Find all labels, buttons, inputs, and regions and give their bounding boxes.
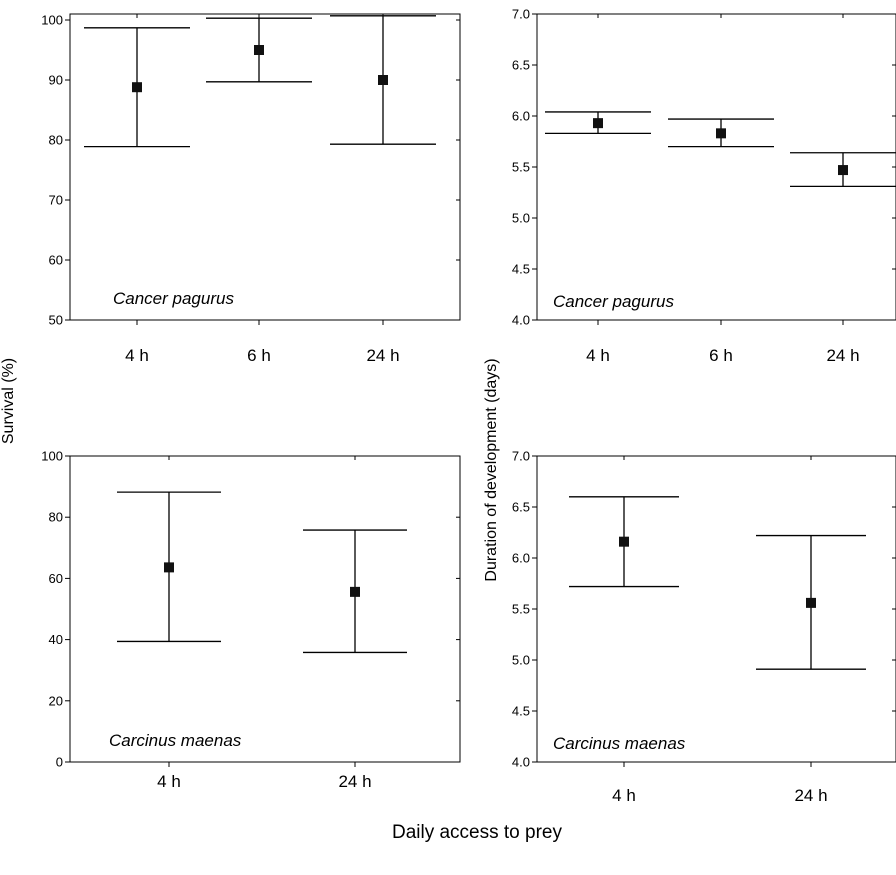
panel-4-species-label: Carcinus maenas	[553, 734, 686, 753]
panel-1-xtick-label: 4 h	[125, 346, 149, 365]
panel-2-ytick-label: 7.0	[512, 7, 530, 22]
panel-4-ytick-label: 7.0	[512, 449, 530, 464]
panel-2-ytick-label: 4.0	[512, 313, 530, 328]
panel-1-ytick-label: 100	[41, 13, 63, 28]
panel-2-ytick-label: 5.5	[512, 160, 530, 175]
panel-1-frame	[69, 13, 461, 321]
panel-4-ytick-label: 6.0	[512, 551, 530, 566]
panel-3-xtick-label: 4 h	[157, 772, 181, 791]
panel-4-ytick-label: 4.5	[512, 704, 530, 719]
panel-4-mean-point	[806, 597, 816, 608]
panel-2-ytick-label: 6.0	[512, 109, 530, 124]
panel-2-ytick-label: 4.5	[512, 262, 530, 277]
panel-4-ytick-label: 5.5	[512, 602, 530, 617]
panel-3-ytick-label: 80	[49, 510, 63, 525]
y-axis-label-survival: Survival (%)	[0, 358, 17, 444]
panel-2-species-label: Cancer pagurus	[553, 292, 674, 311]
panel-1-xtick-label: 24 h	[366, 346, 399, 365]
panel-2-xtick-label: 4 h	[586, 346, 610, 365]
panel-3-ytick-label: 20	[49, 693, 63, 708]
y-axis-label-duration: Duration of development (days)	[483, 358, 500, 581]
panel-2-xtick-label: 6 h	[709, 346, 733, 365]
panel-1-mean-point	[132, 82, 142, 93]
panel-3-ytick-label: 0	[56, 755, 63, 770]
panel-1-ytick-label: 50	[49, 313, 63, 328]
panel-2-ytick-label: 6.5	[512, 58, 530, 73]
panel-2-ytick-label: 5.0	[512, 211, 530, 226]
panel-2-xtick-label: 24 h	[826, 346, 859, 365]
panel-1-species-label: Cancer pagurus	[113, 289, 234, 308]
panel-4-xtick-label: 4 h	[612, 786, 636, 805]
panel-4-ytick-label: 4.0	[512, 755, 530, 770]
panel-4-frame	[536, 455, 896, 763]
panel-1-ytick-label: 80	[49, 133, 63, 148]
panel-3-xtick-label: 24 h	[338, 772, 371, 791]
panel-1-ytick-label: 70	[49, 193, 63, 208]
panel-3-mean-point	[164, 562, 174, 573]
panel-1-ytick-label: 90	[49, 73, 63, 88]
panel-3-ytick-label: 40	[49, 632, 63, 647]
panel-3-ytick-label: 60	[49, 571, 63, 586]
panel-4-ytick-label: 6.5	[512, 500, 530, 515]
x-axis-label-shared: Daily access to prey	[392, 822, 563, 843]
panel-2-mean-point	[838, 165, 848, 176]
panel-2-mean-point	[593, 118, 603, 129]
panel-4-ytick-label: 5.0	[512, 653, 530, 668]
panel-1-xtick-label: 6 h	[247, 346, 271, 365]
panel-1-mean-point	[254, 45, 264, 55]
panel-3-mean-point	[350, 586, 360, 597]
panel-4-mean-point	[619, 536, 629, 547]
panel-2-mean-point	[716, 128, 726, 139]
panel-3-ytick-label: 100	[41, 449, 63, 464]
panel-1-mean-point	[378, 75, 388, 85]
panel-4-xtick-label: 24 h	[794, 786, 827, 805]
panel-1-ytick-label: 60	[49, 253, 63, 268]
panel-3-frame	[69, 455, 461, 763]
panel-3-species-label: Carcinus maenas	[109, 731, 242, 750]
